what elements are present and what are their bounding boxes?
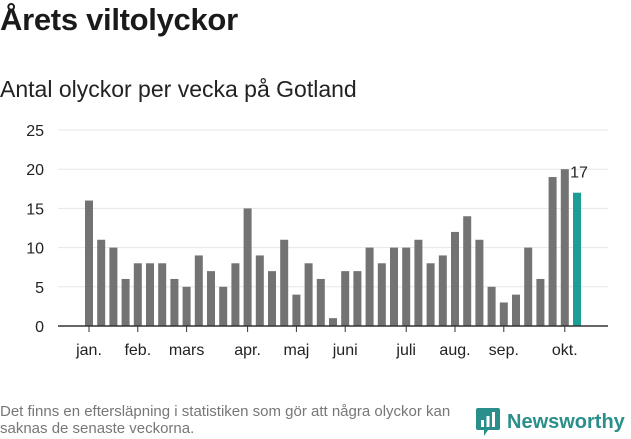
bar xyxy=(426,263,435,326)
highlighted-bar xyxy=(573,192,581,326)
x-tick-label: juli xyxy=(395,342,416,359)
brand: Newsworthy xyxy=(475,407,625,437)
y-tick-label: 5 xyxy=(35,280,44,297)
bar xyxy=(487,286,496,326)
y-tick-label: 10 xyxy=(26,241,44,258)
bar xyxy=(280,239,289,326)
bar xyxy=(377,263,386,326)
bar xyxy=(194,255,203,326)
bar xyxy=(146,263,154,326)
bar xyxy=(463,216,472,326)
y-tick-label: 20 xyxy=(26,162,44,179)
bar xyxy=(438,255,447,326)
y-tick-label: 15 xyxy=(26,201,44,218)
bar xyxy=(451,231,459,326)
bar xyxy=(329,318,337,326)
y-tick-label: 25 xyxy=(26,123,44,140)
bar xyxy=(341,271,350,326)
bar xyxy=(499,302,508,326)
bar xyxy=(243,208,252,326)
bar xyxy=(390,247,398,326)
y-axis-ticks: 0 5 10 15 20 25 xyxy=(26,123,44,336)
bar xyxy=(402,247,411,326)
bar xyxy=(182,286,191,326)
bar xyxy=(548,177,557,326)
bar xyxy=(316,278,325,326)
bar xyxy=(121,278,130,326)
x-axis-ticks: jan. feb. mars apr. maj juni juli aug. sep. okt. xyxy=(75,326,578,359)
x-tick-label: aug. xyxy=(439,342,470,359)
bar xyxy=(304,263,313,326)
gridlines xyxy=(58,129,608,288)
bar xyxy=(414,239,423,326)
x-tick-label: feb. xyxy=(124,342,151,359)
bar xyxy=(268,271,276,326)
data-label: 17 xyxy=(570,165,588,182)
bar-chart-bubble-icon xyxy=(476,408,500,436)
bar xyxy=(109,247,118,326)
bars xyxy=(85,169,581,326)
bar xyxy=(292,294,301,326)
bar xyxy=(365,247,374,326)
bar xyxy=(255,255,264,326)
bar xyxy=(97,239,106,326)
x-tick-label: okt. xyxy=(552,342,578,359)
bar xyxy=(133,263,142,326)
x-tick-label: sep. xyxy=(489,342,519,359)
footnote: Det finns en eftersläpning i statistiken… xyxy=(0,403,451,437)
chart-title: Årets viltolyckor xyxy=(0,2,238,37)
x-tick-label: apr. xyxy=(234,342,261,359)
bar xyxy=(170,278,179,326)
bar xyxy=(85,200,93,326)
y-tick-label: 0 xyxy=(35,319,44,336)
data-labels: 17 xyxy=(570,165,588,182)
x-tick-label: mars xyxy=(169,342,205,359)
brand-name: Newsworthy xyxy=(507,410,625,433)
x-tick-label: juni xyxy=(332,342,358,359)
bar xyxy=(231,263,240,326)
bar xyxy=(219,286,228,326)
bar-chart: 0 5 10 15 20 25 jan. feb. mars apr. maj juni juli au… xyxy=(26,123,608,359)
bar xyxy=(512,294,520,326)
bar xyxy=(524,247,533,326)
chart-subtitle: Antal olyckor per vecka på Gotland xyxy=(0,76,357,102)
bar xyxy=(158,263,167,326)
bar xyxy=(475,239,484,326)
x-tick-label: maj xyxy=(284,342,310,359)
bar xyxy=(353,271,362,326)
x-tick-label: jan. xyxy=(75,342,102,359)
bar xyxy=(536,278,545,326)
bar xyxy=(207,271,215,326)
bar xyxy=(560,169,569,326)
